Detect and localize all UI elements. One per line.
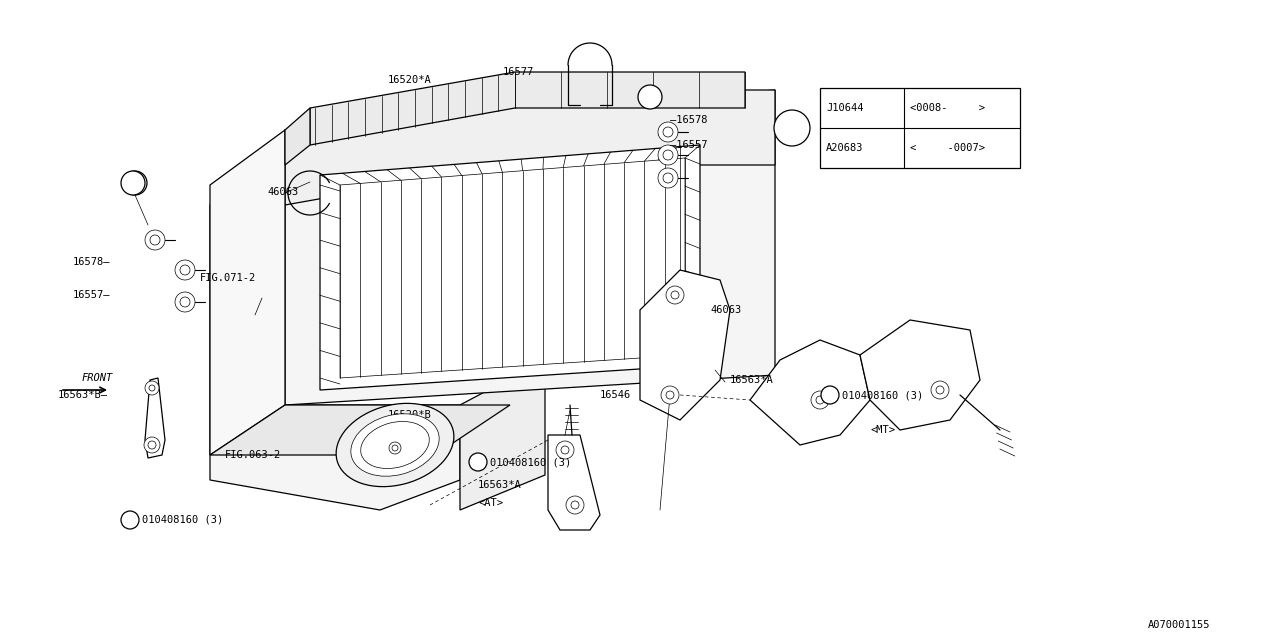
Circle shape [566, 496, 584, 514]
Text: A070001155: A070001155 [1147, 620, 1210, 630]
Circle shape [774, 110, 810, 146]
Polygon shape [285, 108, 310, 165]
Circle shape [812, 391, 829, 409]
Circle shape [145, 437, 160, 453]
Circle shape [666, 286, 684, 304]
Text: F98402: F98402 [388, 430, 425, 440]
Polygon shape [860, 320, 980, 430]
Ellipse shape [351, 414, 439, 476]
Text: <     -0007>: < -0007> [910, 143, 986, 153]
Circle shape [658, 145, 678, 165]
Ellipse shape [337, 403, 454, 486]
Text: 46063: 46063 [710, 305, 741, 315]
Circle shape [148, 441, 156, 449]
Ellipse shape [361, 422, 429, 468]
Circle shape [561, 446, 570, 454]
Text: B: B [475, 458, 480, 467]
Text: 16546: 16546 [600, 390, 631, 400]
Circle shape [663, 173, 673, 183]
Polygon shape [320, 145, 700, 390]
Text: 1: 1 [646, 92, 653, 102]
Text: 1: 1 [788, 122, 796, 134]
Text: 16520*B: 16520*B [388, 410, 431, 420]
Polygon shape [210, 130, 285, 455]
Text: —16557: —16557 [669, 140, 708, 150]
Polygon shape [310, 72, 745, 145]
Text: 1: 1 [132, 178, 138, 188]
Polygon shape [548, 435, 600, 530]
Polygon shape [340, 158, 685, 378]
Circle shape [936, 386, 945, 394]
Bar [820, 88, 1020, 168]
Text: 16520*A: 16520*A [388, 75, 431, 85]
Polygon shape [640, 270, 730, 420]
Polygon shape [145, 378, 165, 458]
Text: 16577: 16577 [503, 67, 534, 77]
Circle shape [175, 260, 195, 280]
Circle shape [931, 381, 948, 399]
Text: 46063: 46063 [268, 187, 298, 197]
Text: 010408160 (3): 010408160 (3) [842, 390, 923, 400]
Text: —16578: —16578 [669, 115, 708, 125]
Circle shape [145, 230, 165, 250]
Text: 16563*B—: 16563*B— [58, 390, 108, 400]
Text: B: B [128, 515, 133, 525]
Circle shape [556, 441, 573, 459]
Text: J10644: J10644 [826, 103, 864, 113]
Circle shape [663, 150, 673, 160]
Circle shape [660, 386, 678, 404]
Circle shape [658, 122, 678, 142]
Text: FRONT: FRONT [82, 373, 113, 383]
Polygon shape [285, 90, 774, 405]
Circle shape [123, 171, 147, 195]
Text: 16563*A: 16563*A [730, 375, 773, 385]
Text: <AT>: <AT> [477, 498, 503, 508]
Text: FIG.071-2: FIG.071-2 [200, 273, 256, 283]
Circle shape [468, 453, 486, 471]
Text: 16563*A: 16563*A [477, 480, 522, 490]
Circle shape [663, 127, 673, 137]
Polygon shape [210, 155, 460, 510]
Polygon shape [460, 360, 545, 510]
Text: FIG.063-2: FIG.063-2 [225, 450, 282, 460]
Circle shape [820, 386, 838, 404]
Polygon shape [750, 340, 870, 445]
Circle shape [150, 235, 160, 245]
Polygon shape [210, 405, 509, 455]
Text: <0008-     >: <0008- > [910, 103, 986, 113]
Circle shape [180, 265, 189, 275]
Circle shape [666, 391, 675, 399]
Circle shape [145, 381, 159, 395]
Text: 010408160 (3): 010408160 (3) [490, 457, 571, 467]
Text: B: B [827, 390, 832, 399]
Circle shape [389, 442, 401, 454]
Text: 16557—: 16557— [73, 290, 110, 300]
Circle shape [175, 292, 195, 312]
Circle shape [817, 396, 824, 404]
Circle shape [571, 501, 579, 509]
Circle shape [122, 171, 145, 195]
Text: 1: 1 [129, 178, 137, 188]
Text: 010408160 (3): 010408160 (3) [142, 515, 223, 525]
Circle shape [392, 445, 398, 451]
Circle shape [122, 511, 140, 529]
Circle shape [637, 85, 662, 109]
Text: <MT>: <MT> [870, 425, 895, 435]
Circle shape [180, 297, 189, 307]
Circle shape [671, 291, 678, 299]
Circle shape [148, 385, 155, 391]
Text: 16578—: 16578— [73, 257, 110, 267]
Text: A20683: A20683 [826, 143, 864, 153]
Polygon shape [285, 90, 774, 205]
Circle shape [658, 168, 678, 188]
